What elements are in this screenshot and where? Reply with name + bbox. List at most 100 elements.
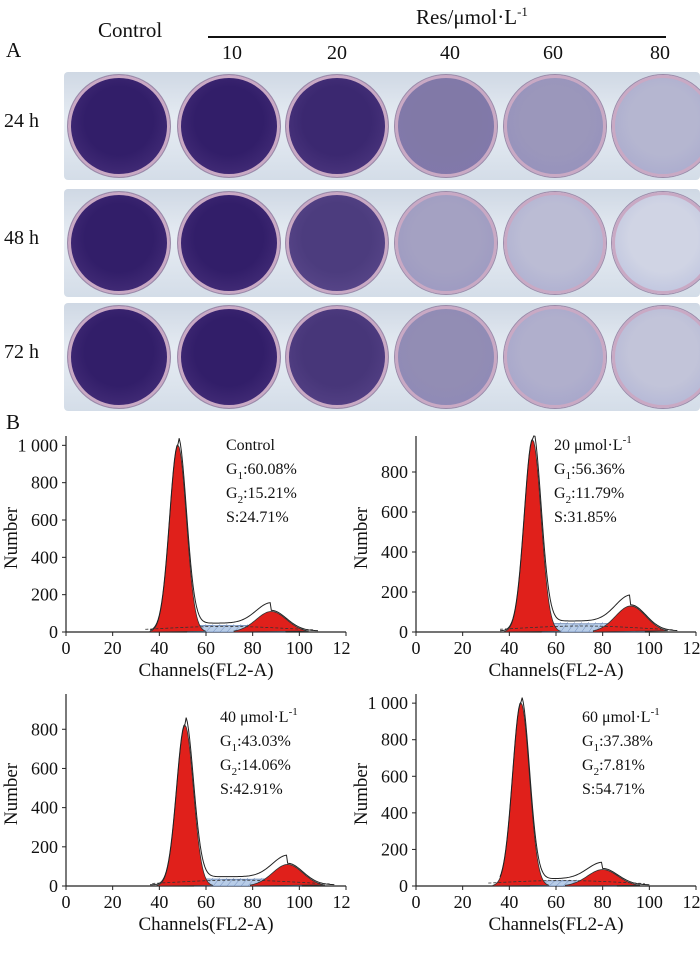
y-tick-label: 0 — [399, 622, 408, 642]
y-axis-label: Number — [351, 506, 372, 569]
x-tick-label: 0 — [62, 892, 71, 912]
y-tick-label: 800 — [381, 462, 408, 482]
x-tick-label: 80 — [244, 892, 262, 912]
x-tick-label: 80 — [594, 638, 612, 658]
x-tick-label: 120 — [683, 638, 700, 658]
x-tick-label: 60 — [197, 892, 215, 912]
y-tick-label: 600 — [381, 502, 408, 522]
histogram-title: 20 μmol·L-1 — [554, 434, 632, 454]
res-label-sup: -1 — [517, 4, 528, 19]
well — [178, 192, 280, 294]
histogram-40: 0204060801001200200400600800Channels(FL2… — [0, 684, 350, 948]
well — [286, 75, 388, 177]
x-tick-label: 100 — [286, 638, 313, 658]
y-tick-label: 1 000 — [18, 435, 59, 455]
concentration-label-40: 40 — [440, 42, 460, 65]
histogram-svg: 0204060801001200200400600800Channels(FL2… — [350, 428, 700, 690]
x-tick-label: 20 — [454, 892, 472, 912]
res-underline — [208, 36, 666, 38]
concentration-label-10: 10 — [222, 42, 242, 65]
well — [504, 306, 606, 408]
g2-peak — [593, 606, 668, 632]
res-label: Res/μmol·L-1 — [416, 4, 528, 30]
histogram-svg: 02040608010012002004006008001 000Channel… — [350, 684, 700, 948]
histogram-title: 40 μmol·L-1 — [220, 706, 298, 726]
g1-value: :56.36% — [571, 461, 625, 478]
g1-percent: G1:56.36% — [554, 461, 625, 482]
x-axis-label: Channels(FL2-A) — [138, 914, 273, 935]
y-tick-label: 0 — [399, 876, 408, 896]
y-tick-label: 800 — [31, 719, 58, 739]
x-tick-label: 120 — [333, 638, 351, 658]
well — [178, 306, 280, 408]
time-label-1: 48 h — [4, 227, 39, 250]
y-tick-label: 400 — [381, 542, 408, 562]
x-tick-label: 100 — [636, 638, 663, 658]
s-percent: S:31.85% — [554, 509, 617, 526]
y-tick-label: 200 — [31, 837, 58, 857]
g2-value: :14.06% — [237, 757, 291, 774]
y-tick-label: 600 — [31, 758, 58, 778]
well — [612, 192, 700, 294]
g1-peak — [157, 725, 213, 886]
x-tick-label: 40 — [500, 638, 518, 658]
x-axis-label: Channels(FL2-A) — [138, 660, 273, 681]
control-label: Control — [98, 18, 162, 43]
x-tick-label: 20 — [104, 638, 122, 658]
g1-percent: G1:60.08% — [226, 461, 297, 482]
x-tick-label: 40 — [500, 892, 518, 912]
y-tick-label: 200 — [381, 582, 408, 602]
x-tick-label: 20 — [104, 892, 122, 912]
g1-value: :37.38% — [599, 733, 653, 750]
x-axis-label: Channels(FL2-A) — [488, 914, 623, 935]
histogram-title-sup: -1 — [651, 706, 660, 718]
g1-peak — [505, 440, 561, 632]
s-percent: S:42.91% — [220, 781, 283, 798]
plate-strip-2 — [64, 303, 700, 411]
x-tick-label: 0 — [412, 638, 421, 658]
x-tick-label: 120 — [683, 892, 700, 912]
well — [612, 75, 700, 177]
x-tick-label: 0 — [412, 892, 421, 912]
concentration-label-60: 60 — [543, 42, 563, 65]
s-percent: S:54.71% — [582, 781, 645, 798]
histogram-60: 02040608010012002004006008001 000Channel… — [350, 684, 700, 948]
histogram-title: 60 μmol·L-1 — [582, 706, 660, 726]
y-axis-label: Number — [1, 506, 22, 569]
histogram-svg: 02040608010012002004006008001 000Channel… — [0, 428, 350, 690]
x-axis-label: Channels(FL2-A) — [488, 660, 623, 681]
y-tick-label: 600 — [381, 766, 408, 786]
well — [68, 306, 170, 408]
x-tick-label: 80 — [594, 892, 612, 912]
y-axis-label: Number — [351, 762, 372, 825]
histogram-title-sup: -1 — [289, 706, 298, 718]
y-tick-label: 200 — [381, 839, 408, 859]
y-tick-label: 200 — [31, 585, 58, 605]
y-tick-label: 800 — [31, 473, 58, 493]
x-tick-label: 40 — [150, 892, 168, 912]
y-tick-label: 400 — [31, 798, 58, 818]
well — [68, 192, 170, 294]
x-tick-label: 0 — [62, 638, 71, 658]
time-label-0: 24 h — [4, 110, 39, 133]
panel-a-label: A — [6, 38, 21, 63]
g1-percent: G1:43.03% — [220, 733, 291, 754]
x-tick-label: 100 — [286, 892, 313, 912]
y-tick-label: 800 — [381, 730, 408, 750]
g2-value: :15.21% — [243, 485, 297, 502]
x-tick-label: 60 — [547, 892, 565, 912]
g2-value: :11.79% — [571, 485, 624, 502]
g1-percent: G1:37.38% — [582, 733, 653, 754]
g1-value: :43.03% — [237, 733, 291, 750]
y-tick-label: 400 — [31, 547, 58, 567]
g1-peak — [493, 703, 549, 886]
well — [286, 306, 388, 408]
well — [395, 306, 497, 408]
y-tick-label: 1 000 — [368, 693, 409, 713]
y-tick-label: 600 — [31, 510, 58, 530]
x-tick-label: 40 — [150, 638, 168, 658]
well — [395, 192, 497, 294]
g2-percent: G2:7.81% — [582, 757, 645, 778]
res-label-text: Res/μmol·L — [416, 5, 517, 29]
well — [612, 306, 700, 408]
